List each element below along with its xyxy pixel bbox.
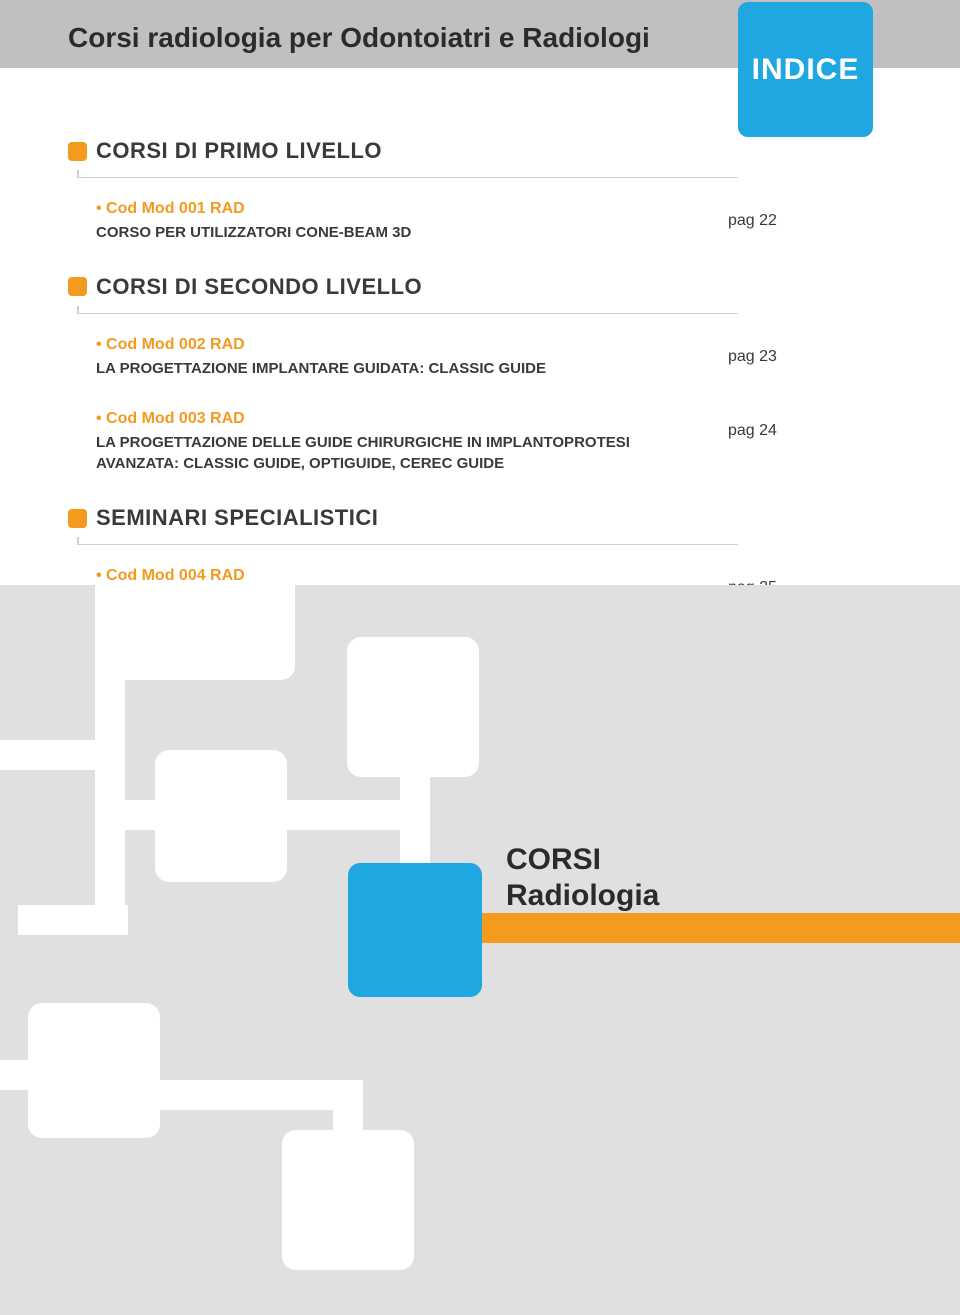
- section-header: CORSI DI SECONDO LIVELLO: [68, 274, 808, 300]
- section-header: SEMINARI SPECIALISTICI: [68, 505, 808, 531]
- toc-item: Cod Mod 001 RAD CORSO PER UTILIZZATORI C…: [96, 200, 808, 244]
- item-desc: CORSO PER UTILIZZATORI CONE-BEAM 3D: [96, 222, 708, 244]
- indice-label: INDICE: [752, 53, 860, 87]
- toc-item: Cod Mod 002 RAD LA PROGETTAZIONE IMPLANT…: [96, 336, 808, 380]
- item-code: Cod Mod 003 RAD: [96, 410, 708, 428]
- item-code: Cod Mod 001 RAD: [96, 200, 708, 218]
- footer-title-line2: Radiologia: [506, 879, 659, 913]
- toc-item-text: Cod Mod 002 RAD LA PROGETTAZIONE IMPLANT…: [96, 336, 728, 380]
- toc-item-text: Cod Mod 003 RAD LA PROGETTAZIONE DELLE G…: [96, 410, 728, 476]
- item-code: Cod Mod 004 RAD: [96, 567, 708, 585]
- section-secondo: CORSI DI SECONDO LIVELLO Cod Mod 002 RAD…: [68, 274, 808, 475]
- indice-badge: INDICE: [738, 2, 873, 137]
- footer-title-line1: CORSI: [506, 843, 601, 877]
- connector-line: [18, 905, 128, 935]
- bullet-square-icon: [68, 509, 87, 528]
- connector-line: [0, 740, 105, 770]
- item-page: pag 24: [728, 410, 808, 440]
- deco-box: [28, 1003, 160, 1138]
- bullet-square-icon: [68, 277, 87, 296]
- section-primo: CORSI DI PRIMO LIVELLO Cod Mod 001 RAD C…: [68, 138, 808, 244]
- item-desc: LA PROGETTAZIONE IMPLANTARE GUIDATA: CLA…: [96, 358, 708, 380]
- item-code: Cod Mod 002 RAD: [96, 336, 708, 354]
- deco-box: [347, 637, 479, 777]
- bullet-square-icon: [68, 142, 87, 161]
- toc-item: Cod Mod 003 RAD LA PROGETTAZIONE DELLE G…: [96, 410, 808, 476]
- blue-accent-box: [348, 863, 482, 997]
- deco-box: [155, 750, 287, 882]
- page-title: Corsi radiologia per Odontoiatri e Radio…: [68, 22, 650, 54]
- section-title: CORSI DI SECONDO LIVELLO: [96, 274, 422, 300]
- toc-item-text: Cod Mod 001 RAD CORSO PER UTILIZZATORI C…: [96, 200, 728, 244]
- item-page: pag 23: [728, 336, 808, 366]
- deco-box: [95, 585, 295, 680]
- section-divider: [77, 306, 738, 314]
- decorative-footer: CORSI Radiologia: [0, 585, 960, 1315]
- item-page: pag 22: [728, 200, 808, 230]
- section-divider: [77, 537, 738, 545]
- section-title: CORSI DI PRIMO LIVELLO: [96, 138, 382, 164]
- section-title: SEMINARI SPECIALISTICI: [96, 505, 378, 531]
- section-header: CORSI DI PRIMO LIVELLO: [68, 138, 808, 164]
- orange-strip: [482, 913, 960, 943]
- section-divider: [77, 170, 738, 178]
- item-desc: LA PROGETTAZIONE DELLE GUIDE CHIRURGICHE…: [96, 432, 708, 476]
- deco-box: [282, 1130, 414, 1270]
